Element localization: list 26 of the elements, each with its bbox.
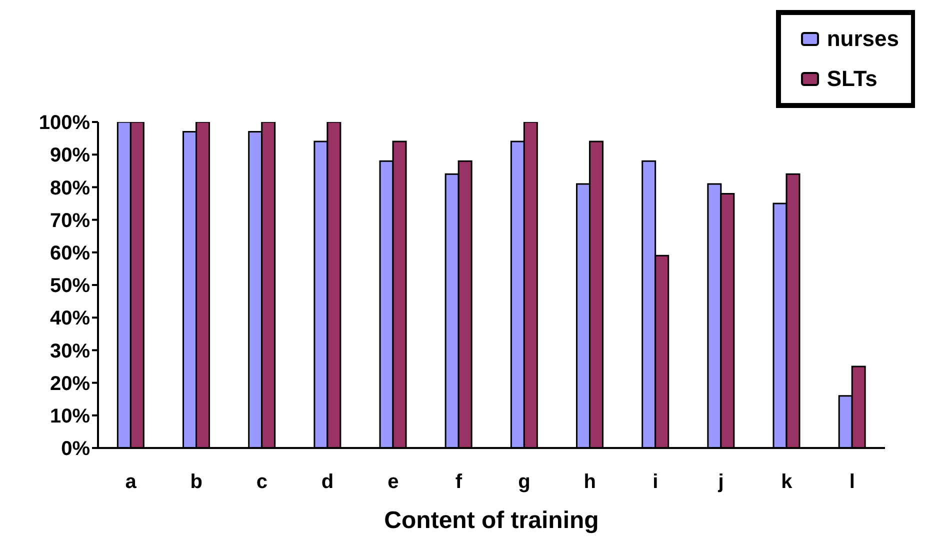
y-tick-label: 70% [50,210,90,232]
y-tick-label: 60% [50,242,90,264]
x-tick-label: l [849,471,855,494]
y-tick-label: 30% [50,340,90,362]
x-tick-label: c [256,471,268,494]
y-tick-label: 20% [50,372,90,395]
x-axis-title: Content of training [384,507,599,534]
x-tick-label: d [321,471,334,494]
y-tick-label: 90% [50,144,90,167]
x-tick-label: e [388,471,399,494]
y-tick-label: 100% [38,112,90,134]
y-tick-label: 10% [50,406,90,428]
x-tick-label: h [584,471,596,494]
legend-label: SLTs [826,66,878,92]
x-tick-label: i [652,471,658,494]
x-tick-label: k [781,471,794,494]
x-tick-label: j [717,471,724,494]
y-tick-label: 0% [61,438,90,460]
y-tick-label: 80% [50,177,90,200]
legend-label: nurses [826,26,899,52]
y-tick-label: 50% [50,275,90,298]
x-tick-label: a [125,471,138,494]
y-tick-label: 40% [50,308,90,330]
x-tick-label: f [455,471,462,494]
x-tick-label: g [518,471,530,494]
x-tick-label: b [190,471,202,494]
